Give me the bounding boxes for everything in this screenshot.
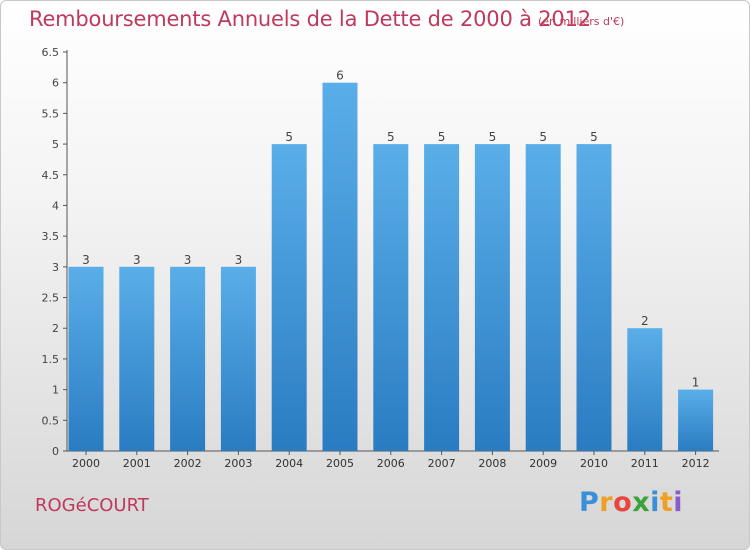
y-tick-label: 2.5 (42, 292, 60, 305)
logo-letter: x (632, 487, 651, 518)
bar-value-label: 3 (133, 253, 141, 267)
bar-value-label: 5 (489, 130, 497, 144)
x-tick-label: 2002 (174, 457, 202, 470)
bar (627, 328, 663, 451)
x-tick-label: 2007 (428, 457, 456, 470)
y-tick-label: 5 (52, 138, 59, 151)
bar (576, 144, 612, 451)
bar-value-label: 6 (336, 69, 344, 83)
bar-value-label: 5 (539, 130, 547, 144)
bar (68, 266, 104, 451)
x-tick-label: 2012 (682, 457, 710, 470)
bar (373, 144, 409, 451)
bar (474, 144, 510, 451)
x-tick-label: 2011 (631, 457, 659, 470)
x-tick-label: 2005 (326, 457, 354, 470)
bar-value-label: 5 (285, 130, 293, 144)
x-tick-label: 2006 (377, 457, 405, 470)
x-tick-label: 2010 (580, 457, 608, 470)
y-tick-label: 2 (52, 322, 59, 335)
y-tick-label: 3 (52, 261, 59, 274)
bar-value-label: 1 (692, 376, 700, 390)
bar (525, 144, 561, 451)
y-tick-label: 4 (52, 199, 59, 212)
y-tick-label: 1.5 (42, 353, 60, 366)
y-tick-label: 0.5 (42, 414, 60, 427)
bar (271, 144, 307, 451)
logo-letter: i (650, 487, 660, 518)
y-tick-label: 6 (52, 77, 59, 90)
y-tick-label: 1 (52, 384, 59, 397)
bar (678, 389, 714, 451)
bar (119, 266, 155, 451)
bar-value-label: 3 (184, 253, 192, 267)
y-tick-label: 4.5 (42, 169, 60, 182)
x-tick-label: 2008 (478, 457, 506, 470)
x-tick-label: 2003 (224, 457, 252, 470)
bar-value-label: 3 (235, 253, 243, 267)
bar-value-label: 5 (387, 130, 395, 144)
unit-note: (en milliers d'€) (538, 15, 625, 28)
bar-value-label: 3 (82, 253, 90, 267)
x-tick-label: 2009 (529, 457, 557, 470)
logo-letter: o (613, 487, 633, 518)
x-tick-label: 2004 (275, 457, 303, 470)
bar (220, 266, 256, 451)
logo-letter: r (599, 487, 614, 518)
bar-value-label: 2 (641, 314, 649, 328)
bar-value-label: 5 (590, 130, 598, 144)
chart-title: Remboursements Annuels de la Dette de 20… (29, 7, 591, 31)
proxiti-logo: Proxiti (579, 487, 683, 518)
logo-letter: P (579, 487, 600, 518)
bar-value-label: 5 (438, 130, 446, 144)
x-tick-label: 2001 (123, 457, 151, 470)
x-tick-label: 2000 (72, 457, 100, 470)
commune-name: ROGéCOURT (35, 495, 149, 516)
y-tick-label: 0 (52, 445, 59, 458)
y-tick-label: 5.5 (42, 107, 60, 120)
logo-letter: i (673, 487, 684, 518)
bar (322, 82, 358, 451)
bar (170, 266, 206, 451)
logo-letter: t (659, 487, 674, 518)
y-tick-label: 3.5 (42, 230, 60, 243)
bar (424, 144, 460, 451)
y-tick-label: 6.5 (42, 46, 60, 59)
